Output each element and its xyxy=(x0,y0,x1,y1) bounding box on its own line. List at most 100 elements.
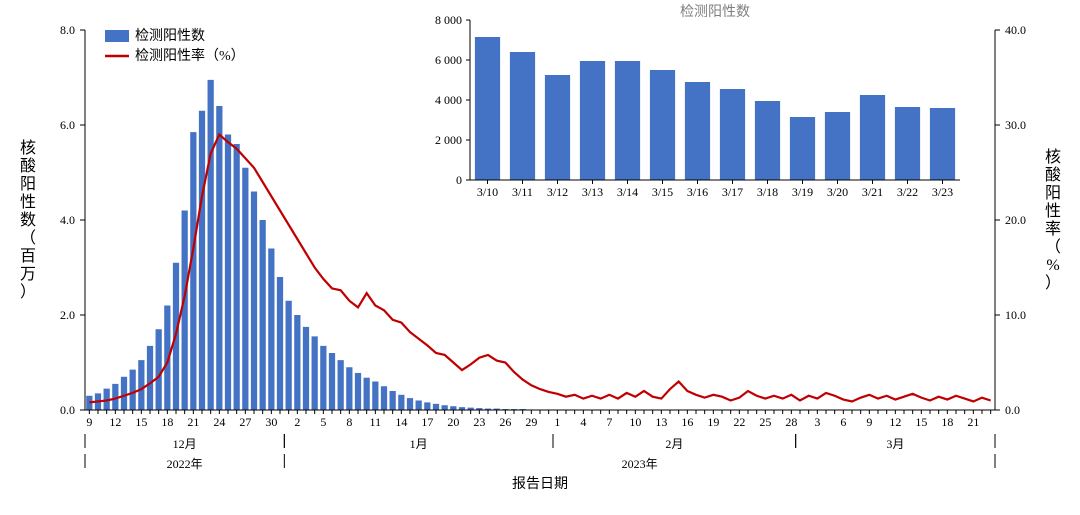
main-bar xyxy=(416,401,422,411)
month-label: 12月 xyxy=(173,437,197,451)
y-right-tick: 20.0 xyxy=(1005,213,1026,227)
legend-label: 检测阳性数 xyxy=(135,28,205,44)
x-tick-label: 15 xyxy=(915,415,927,429)
main-bar xyxy=(199,111,205,410)
main-bar xyxy=(372,382,378,411)
y-left-label: 阳 xyxy=(20,175,36,193)
inset-x-label: 3/17 xyxy=(722,185,743,199)
main-bar xyxy=(277,277,283,410)
main-bar xyxy=(242,168,248,410)
x-tick-label: 10 xyxy=(629,415,641,429)
y-left-label: 性 xyxy=(20,193,36,211)
inset-x-label: 3/13 xyxy=(582,185,603,199)
x-tick-label: 9 xyxy=(866,415,872,429)
inset-x-label: 3/16 xyxy=(687,185,708,199)
main-bar xyxy=(398,395,404,410)
y-right-label: % xyxy=(1046,257,1059,274)
x-tick-label: 26 xyxy=(499,415,511,429)
x-tick-label: 27 xyxy=(239,415,251,429)
y-right-tick: 0.0 xyxy=(1005,403,1020,417)
x-tick-label: 17 xyxy=(421,415,433,429)
inset-bar xyxy=(510,52,535,180)
x-tick-label: 29 xyxy=(525,415,537,429)
main-bar xyxy=(424,402,430,410)
x-tick-label: 28 xyxy=(785,415,797,429)
main-bar xyxy=(390,391,396,410)
main-bar xyxy=(121,377,127,410)
main-bar xyxy=(312,336,318,410)
inset-x-label: 3/18 xyxy=(757,185,778,199)
main-bar xyxy=(338,360,344,410)
main-bar xyxy=(450,406,456,410)
y-left-label: （ xyxy=(20,229,36,247)
main-bar xyxy=(346,367,352,410)
main-bar xyxy=(251,192,257,411)
x-tick-label: 3 xyxy=(814,415,820,429)
x-tick-label: 18 xyxy=(941,415,953,429)
x-tick-label: 1 xyxy=(554,415,560,429)
legend-label: 检测阳性率（%） xyxy=(135,47,245,64)
x-tick-label: 30 xyxy=(265,415,277,429)
inset-bar xyxy=(615,61,640,180)
inset-x-label: 3/15 xyxy=(652,185,673,199)
inset-y-tick: 8 000 xyxy=(435,13,462,27)
y-left-tick: 2.0 xyxy=(60,308,75,322)
inset-bar xyxy=(475,37,500,180)
y-right-label: 阳 xyxy=(1045,184,1061,202)
main-bar xyxy=(156,329,162,410)
main-bar xyxy=(407,398,413,410)
y-right-label: （ xyxy=(1045,238,1061,256)
year-label: 2022年 xyxy=(167,457,203,471)
legend-swatch-bar xyxy=(105,30,129,42)
inset-bar xyxy=(755,101,780,180)
inset-bar xyxy=(790,117,815,180)
x-tick-label: 2 xyxy=(294,415,300,429)
main-bar xyxy=(138,360,144,410)
inset-bar xyxy=(860,95,885,180)
main-bar xyxy=(294,315,300,410)
main-bar xyxy=(208,80,214,410)
inset-bar xyxy=(720,89,745,180)
x-tick-label: 6 xyxy=(840,415,846,429)
inset-y-tick: 4 000 xyxy=(435,93,462,107)
inset-bar xyxy=(930,108,955,180)
y-left-label: ） xyxy=(20,283,36,301)
main-bar xyxy=(329,353,335,410)
x-tick-label: 5 xyxy=(320,415,326,429)
x-tick-label: 8 xyxy=(346,415,352,429)
x-tick-label: 12 xyxy=(109,415,121,429)
x-tick-label: 24 xyxy=(213,415,225,429)
main-bar xyxy=(225,135,231,411)
y-left-tick: 0.0 xyxy=(60,403,75,417)
y-right-tick: 40.0 xyxy=(1005,23,1026,37)
x-tick-label: 15 xyxy=(135,415,147,429)
y-right-tick: 10.0 xyxy=(1005,308,1026,322)
x-tick-label: 18 xyxy=(161,415,173,429)
main-bar xyxy=(147,346,153,410)
inset-bar xyxy=(825,112,850,180)
inset-bar xyxy=(650,70,675,180)
inset-x-label: 3/22 xyxy=(897,185,918,199)
main-bar xyxy=(190,132,196,410)
inset-y-tick: 2 000 xyxy=(435,133,462,147)
main-bar xyxy=(381,386,387,410)
y-left-label: 数 xyxy=(20,211,36,229)
x-tick-label: 19 xyxy=(707,415,719,429)
inset-bar xyxy=(545,75,570,180)
y-left-tick: 8.0 xyxy=(60,23,75,37)
x-tick-label: 20 xyxy=(447,415,459,429)
inset-title: 检测阳性数 xyxy=(680,4,750,20)
inset-x-label: 3/14 xyxy=(617,185,638,199)
x-tick-label: 21 xyxy=(187,415,199,429)
main-bar xyxy=(286,301,292,410)
inset-y-tick: 0 xyxy=(456,173,462,187)
inset-bar xyxy=(895,107,920,180)
y-left-tick: 6.0 xyxy=(60,118,75,132)
main-bar xyxy=(433,404,439,410)
y-left-tick: 4.0 xyxy=(60,213,75,227)
y-right-label: 核 xyxy=(1045,148,1061,166)
x-tick-label: 7 xyxy=(606,415,612,429)
y-right-label: ） xyxy=(1045,274,1061,292)
x-tick-label: 9 xyxy=(86,415,92,429)
chart-container: 0.02.04.06.08.00.010.020.030.040.0912151… xyxy=(0,0,1080,515)
